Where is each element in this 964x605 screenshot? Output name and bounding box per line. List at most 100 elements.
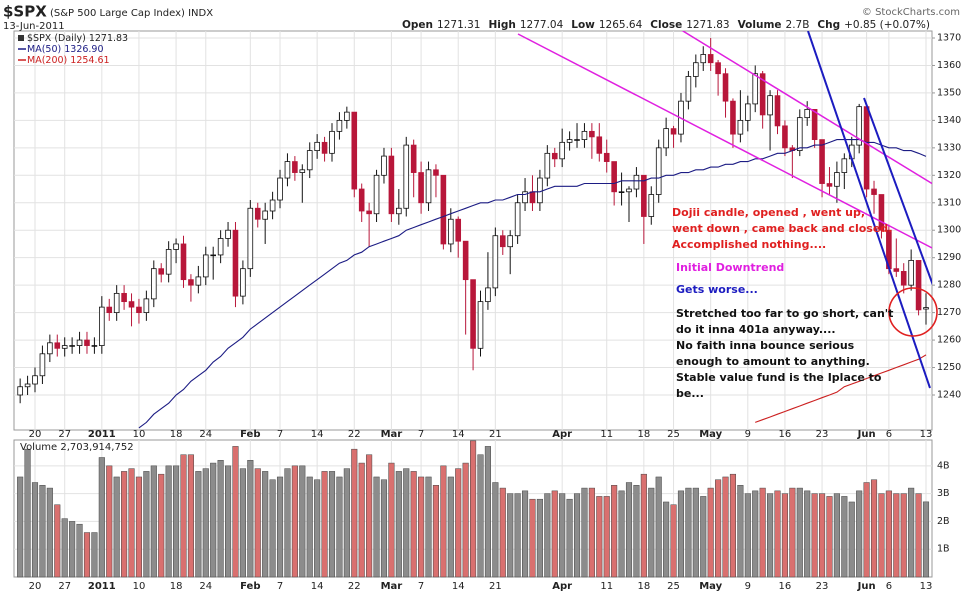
volume-bar bbox=[39, 485, 46, 578]
x-tick-label: 14 bbox=[452, 581, 465, 592]
ticker: $SPX bbox=[3, 3, 47, 21]
quote-value: 1271.31 bbox=[437, 19, 480, 31]
volume-bar bbox=[551, 490, 558, 578]
candle-body bbox=[648, 194, 655, 217]
candle-body bbox=[232, 229, 239, 297]
candle-body bbox=[336, 119, 343, 132]
candle-body bbox=[440, 174, 447, 245]
trendline bbox=[807, 31, 931, 389]
volume-bar bbox=[878, 493, 885, 578]
candle-body bbox=[76, 339, 83, 346]
candle-body bbox=[433, 169, 439, 176]
candle-body bbox=[618, 191, 625, 193]
candle-body bbox=[841, 158, 848, 173]
y-tick-label: 1310 bbox=[937, 197, 961, 208]
volume-title: Volume bbox=[20, 442, 57, 453]
volume-bar bbox=[210, 462, 217, 578]
volume-bar bbox=[752, 490, 759, 578]
candle-body bbox=[173, 243, 179, 250]
volume-bar bbox=[336, 476, 343, 578]
candle-body bbox=[418, 172, 424, 204]
candle-body bbox=[292, 161, 298, 173]
volume-bar bbox=[774, 490, 781, 578]
volume-bar bbox=[202, 468, 209, 578]
x-tick-label: 21 bbox=[489, 581, 502, 592]
volume-bar bbox=[514, 493, 521, 578]
candle-body bbox=[878, 194, 885, 231]
candle-body bbox=[403, 144, 410, 209]
x-tick-label: 22 bbox=[348, 581, 361, 592]
x-tick-label: Apr bbox=[552, 429, 572, 440]
candle-body bbox=[574, 139, 580, 141]
volume-bar bbox=[395, 471, 402, 578]
candle-body bbox=[210, 254, 217, 257]
volume-bar bbox=[625, 482, 633, 578]
quote-label: High bbox=[488, 19, 515, 31]
candle-body bbox=[603, 152, 610, 162]
svg-text:MA(200) 1254.61: MA(200) 1254.61 bbox=[27, 55, 110, 66]
candle-body bbox=[91, 345, 98, 347]
volume-bar bbox=[900, 493, 907, 578]
candle-body bbox=[32, 375, 38, 385]
volume-bar bbox=[573, 493, 581, 578]
y-tick-label: 1270 bbox=[937, 307, 961, 318]
volume-bar bbox=[826, 496, 833, 578]
candle-body bbox=[69, 345, 75, 347]
candle-body bbox=[143, 298, 150, 314]
candle-body bbox=[165, 249, 172, 275]
x-tick-label: 16 bbox=[779, 429, 792, 440]
candle-body bbox=[284, 161, 291, 179]
candle-body bbox=[863, 106, 870, 190]
volume-bar bbox=[811, 493, 818, 578]
candle-body bbox=[900, 271, 907, 286]
candle-body bbox=[262, 210, 268, 220]
volume-bar bbox=[31, 482, 39, 578]
candle-body bbox=[923, 307, 929, 310]
candle-body bbox=[745, 103, 751, 121]
candle-body bbox=[819, 139, 825, 184]
x-tick-label: Mar bbox=[381, 429, 403, 440]
volume-bar bbox=[328, 471, 336, 578]
volume-bar bbox=[908, 487, 915, 578]
volume-bar bbox=[566, 498, 573, 578]
volume-bar bbox=[418, 476, 425, 578]
volume-bar bbox=[239, 468, 246, 578]
volume-bar bbox=[291, 465, 298, 578]
candle-body bbox=[344, 111, 350, 121]
candle-body bbox=[596, 136, 603, 154]
x-tick-label: 2011 bbox=[88, 581, 116, 592]
candle-body bbox=[581, 130, 588, 141]
x-tick-label: 23 bbox=[816, 429, 829, 440]
quote-value: 1271.83 bbox=[686, 19, 729, 31]
candle-body bbox=[908, 260, 914, 286]
volume-bar bbox=[262, 471, 269, 578]
volume-bar bbox=[351, 448, 358, 578]
volume-bar bbox=[143, 471, 150, 578]
candle-body bbox=[811, 108, 818, 141]
candle-body bbox=[113, 292, 120, 314]
quote-label: Open bbox=[402, 19, 433, 31]
candle-body bbox=[247, 207, 254, 270]
candle-body bbox=[195, 276, 202, 286]
candle-body bbox=[462, 240, 469, 281]
volume-bar bbox=[284, 468, 291, 578]
ma-line bbox=[755, 354, 927, 423]
volume-bar bbox=[781, 493, 788, 578]
candle-body bbox=[871, 188, 877, 195]
volume-bar bbox=[46, 487, 53, 578]
volume-bar bbox=[522, 490, 529, 578]
candle-body bbox=[321, 141, 328, 154]
volume-bar bbox=[98, 457, 105, 578]
candle-body bbox=[507, 235, 513, 248]
candle-body bbox=[329, 130, 335, 154]
volume-bar bbox=[685, 487, 692, 578]
volume-bar bbox=[492, 482, 499, 578]
volume-bar bbox=[225, 465, 232, 578]
annotation: Stable value fund is the Iplace to bbox=[676, 371, 882, 384]
candle-body bbox=[306, 150, 313, 171]
annotation: Dojii candle, opened , went up, bbox=[672, 206, 865, 219]
volume-bar bbox=[388, 462, 395, 578]
candle-body bbox=[737, 119, 744, 135]
candle-body bbox=[759, 73, 766, 116]
chart-date: 13-Jun-2011 bbox=[3, 21, 65, 32]
